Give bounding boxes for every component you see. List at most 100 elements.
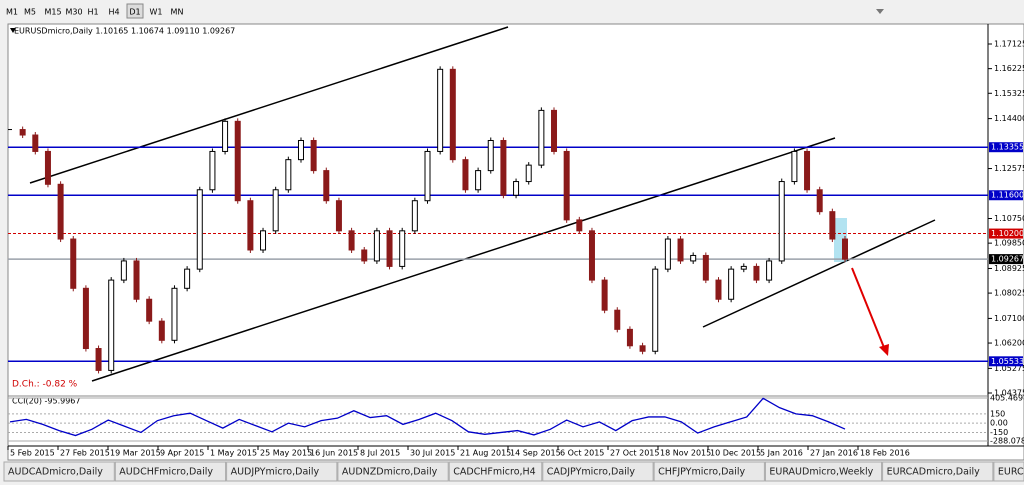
x-tick-label: 30 Jul 2015 (410, 449, 455, 458)
y-tick-label: 1.08925 (994, 264, 1024, 273)
candle (108, 279, 115, 371)
candle (323, 170, 330, 202)
tab[interactable] (114, 461, 227, 482)
candle (791, 150, 798, 183)
x-tick-label: 27 Feb 2015 (60, 449, 110, 458)
arrow-shaft[interactable] (851, 267, 886, 351)
y-tick-label: 1.05275 (994, 364, 1024, 373)
timeframe-button[interactable]: D1 (129, 8, 140, 17)
tab-label[interactable]: AUDNZDmicro,Daily (342, 467, 438, 478)
chart-title: EURUSDmicro,Daily 1.10165 1.10674 1.0911… (14, 27, 235, 36)
timeframe-button[interactable]: M30 (65, 8, 82, 17)
tab[interactable] (337, 461, 449, 482)
price-level-box (989, 356, 1023, 367)
y-tick-label: 1.15325 (994, 89, 1024, 98)
tab-label[interactable]: EURCHFmicro,Daily (998, 467, 1024, 478)
candle (690, 254, 697, 262)
timeframe-button[interactable]: W1 (150, 8, 163, 17)
candle (120, 260, 127, 281)
price-level-label: 1.13355 (991, 143, 1024, 152)
indicator-tick-label: 0.00 (990, 419, 1008, 428)
candle (664, 238, 671, 270)
candle (576, 219, 583, 232)
candle (297, 139, 304, 161)
x-tick-label: 16 Jun 2015 (310, 449, 358, 458)
drawings (8, 26, 988, 382)
timeframe-button[interactable]: MN (171, 8, 184, 17)
candle (247, 200, 254, 251)
tab-label[interactable]: CADCHFmicro,H4 (453, 467, 536, 478)
candle (601, 279, 608, 311)
x-tick-label: 21 Aug 2015 (460, 449, 511, 458)
candle (816, 189, 823, 213)
x-tick-label: 6 Oct 2015 (560, 449, 604, 458)
candle (424, 150, 431, 202)
candle (715, 279, 722, 300)
x-tick-label: 10 Dec 2015 (710, 449, 761, 458)
daily-change: D.Ch.: -0.82 % (12, 380, 78, 390)
candle (652, 268, 659, 352)
tab-label[interactable]: CADJPYmicro,Daily (547, 467, 636, 478)
tab[interactable] (3, 461, 115, 482)
price-level-label: 1.11600 (991, 191, 1024, 200)
candle (95, 348, 102, 371)
tab-label[interactable]: AUDCADmicro,Daily (8, 467, 103, 478)
candle (234, 120, 241, 202)
candle (310, 139, 317, 172)
candle (766, 260, 773, 281)
candle (399, 230, 406, 267)
tab-label[interactable]: EURCADmicro,Daily (887, 467, 981, 478)
indicator-tick-label: -288.0787 (990, 437, 1024, 446)
timeframe-button[interactable]: M5 (24, 8, 36, 17)
y-tick-label: 1.12575 (994, 164, 1024, 173)
x-tick-label: 18 Feb 2016 (860, 449, 910, 458)
tab[interactable] (993, 461, 1024, 482)
candle (588, 230, 595, 281)
menu-arrow[interactable] (876, 9, 884, 14)
x-tick-label: 19 Mar 2015 (110, 449, 161, 458)
tab[interactable] (882, 461, 994, 482)
indicator-tick-label: 405.4698 (990, 394, 1024, 403)
cci-line (9, 397, 846, 437)
price-level-box (989, 142, 1023, 153)
tab-label[interactable]: AUDCHFmicro,Daily (119, 467, 213, 478)
candle (525, 164, 532, 183)
candle (462, 159, 469, 191)
timeframe-button[interactable]: M1 (6, 8, 18, 17)
trend-line[interactable] (702, 219, 936, 328)
candle (411, 200, 418, 232)
candle (158, 320, 165, 341)
candle (753, 265, 760, 281)
tab-label[interactable]: EURAUDmicro,Weekly (769, 467, 873, 478)
x-tick-label: 27 Jan 2016 (810, 449, 858, 458)
toolbar (0, 0, 1024, 22)
tab[interactable] (764, 461, 883, 482)
tab-label[interactable]: AUDJPYmicro,Daily (231, 467, 320, 478)
tab[interactable] (448, 461, 543, 482)
y-tick-label: 1.04375 (994, 389, 1024, 398)
tab[interactable] (542, 461, 654, 482)
candle (475, 170, 482, 191)
tab[interactable] (653, 461, 765, 482)
candle (361, 249, 368, 262)
arrow-head (879, 344, 889, 356)
candle (82, 287, 89, 350)
candle (829, 211, 836, 240)
candle (778, 181, 785, 262)
tab-label[interactable]: CHFJPYmicro,Daily (658, 467, 745, 478)
title-marker (10, 28, 16, 33)
candle (626, 328, 633, 347)
candle (260, 230, 267, 251)
candle (57, 183, 64, 240)
timeframe-button[interactable]: H1 (87, 8, 98, 17)
x-tick-label: 27 Oct 2015 (610, 449, 659, 458)
y-tick-label: 1.16225 (994, 64, 1024, 73)
trend-line[interactable] (29, 26, 509, 184)
timeframe-button[interactable]: M15 (44, 8, 61, 17)
price-level-box (989, 228, 1023, 239)
candle (702, 254, 709, 281)
timeframe-button[interactable]: H4 (108, 8, 119, 17)
candle (804, 150, 811, 191)
tab[interactable] (226, 461, 338, 482)
candle (639, 345, 646, 352)
